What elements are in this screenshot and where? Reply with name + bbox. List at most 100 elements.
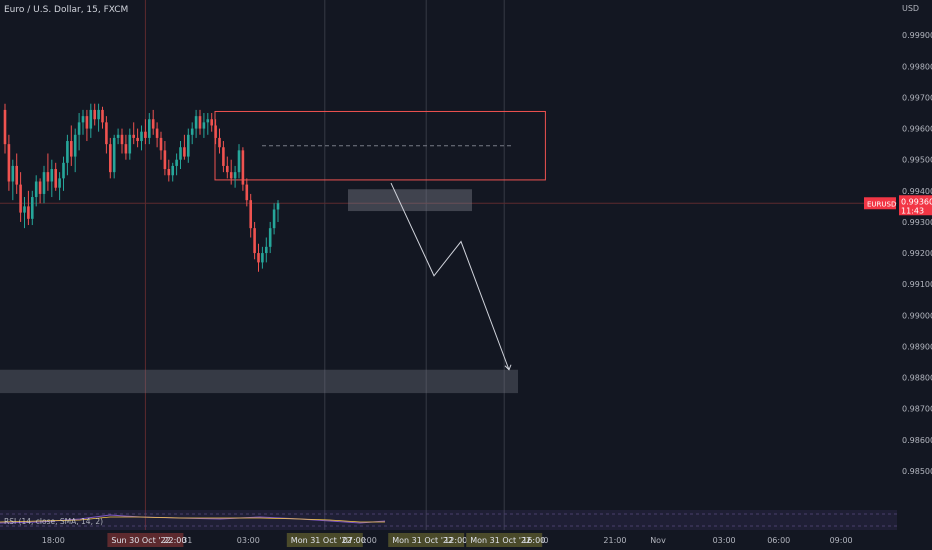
chart-title: Euro / U.S. Dollar, 15, FXCM [4,5,129,15]
candle-body[interactable] [183,147,186,157]
candle-body[interactable] [241,150,245,185]
candle-body[interactable] [85,116,89,129]
candle-body[interactable] [272,209,276,229]
candle-body[interactable] [23,206,26,213]
candle-body[interactable] [155,128,159,138]
candle-body[interactable] [261,253,264,263]
rsi-pane[interactable] [0,510,897,530]
candle-body[interactable] [257,253,260,263]
supply-zone[interactable] [348,189,472,212]
candle-body[interactable] [34,181,38,198]
candle-body[interactable] [70,141,73,157]
price-tick-label: 0.99700 [902,93,932,102]
time-highlight [107,533,184,547]
candle-body[interactable] [50,169,54,182]
price-tick-label: 0.98900 [902,342,932,351]
price-tick-label: 0.99500 [902,156,932,165]
candle-body[interactable] [222,147,225,166]
candle-body[interactable] [226,165,229,173]
price-tick-label: 0.99900 [902,31,932,40]
candle-body[interactable] [42,172,46,194]
candle-body[interactable] [116,134,120,138]
last-price-tag[interactable] [899,195,932,216]
candle-body[interactable] [66,141,69,163]
candle-body[interactable] [214,125,217,138]
candle-body[interactable] [179,147,182,160]
price-tick-label: 0.99800 [902,62,932,71]
candle-body[interactable] [19,184,22,213]
time-axis[interactable] [0,531,932,550]
candle-body[interactable] [206,119,210,123]
symbol-price-tag[interactable] [864,197,896,210]
time-highlight-sub: 07:00 [343,536,366,545]
candle-body[interactable] [109,144,112,173]
candle-body[interactable] [229,172,233,179]
candle-body[interactable] [7,144,11,182]
rsi-indicator-label[interactable]: RSI (14, close, SMA, 14, 2) [4,517,104,526]
candle-body[interactable] [194,116,198,129]
candle-body[interactable] [31,197,34,219]
candle-body[interactable] [62,162,65,179]
last-price-label: 0.99360 [901,197,932,206]
candle-body[interactable] [140,131,143,142]
candle-body[interactable] [81,116,85,123]
projection-arrowhead [504,364,512,371]
candle-body[interactable] [253,228,256,254]
candle-body[interactable] [187,134,190,157]
candle-body[interactable] [237,150,241,173]
candle-body[interactable] [144,131,147,138]
candle-body[interactable] [120,134,124,145]
candle-body[interactable] [190,128,194,135]
candle-body[interactable] [175,159,178,166]
candle-body[interactable] [73,134,77,157]
candle-body[interactable] [268,228,272,247]
candle-body[interactable] [105,122,108,145]
price-tick-label: 0.98700 [902,405,932,414]
candle-body[interactable] [112,137,116,173]
candle-body[interactable] [128,134,132,154]
candle-body[interactable] [101,109,104,123]
candle-body[interactable] [3,109,7,145]
candle-body[interactable] [218,137,221,148]
candle-body[interactable] [124,144,128,154]
time-highlight [388,533,465,547]
candle-body[interactable] [58,178,61,188]
candle-body[interactable] [11,165,15,182]
candle-body[interactable] [163,150,167,170]
candle-body[interactable] [210,119,213,126]
time-highlight-label: Mon 31 Oct '22 [392,536,453,545]
price-axis[interactable] [897,0,932,550]
candle-body[interactable] [77,122,81,135]
projection-path[interactable] [390,182,510,370]
target-zone[interactable] [0,369,518,394]
candle-body[interactable] [233,172,237,179]
time-highlight-sub: 22:00 [163,536,186,545]
candle-body[interactable] [46,172,50,182]
candle-body[interactable] [93,109,96,120]
candle-body[interactable] [265,246,268,254]
price-tick-label: 0.99300 [902,218,932,227]
candle-body[interactable] [151,119,155,129]
candle-body[interactable] [89,109,93,129]
candle-body[interactable] [171,165,174,176]
candle-body[interactable] [167,169,171,176]
candle-body[interactable] [27,206,30,219]
candle-body[interactable] [15,165,18,185]
candle-body[interactable] [148,119,151,138]
candle-body[interactable] [38,181,42,194]
rsi-line [0,514,386,524]
candle-body[interactable] [136,137,139,142]
time-highlight-sub: 12:00 [444,536,467,545]
candle-body[interactable] [132,134,135,138]
resistance-zone[interactable] [214,110,546,181]
candle-body[interactable] [249,200,252,229]
candle-body[interactable] [54,169,57,188]
candle-body[interactable] [202,122,206,129]
candle-body[interactable] [198,116,202,129]
candle-body[interactable] [97,109,100,120]
price-tick-label: 0.98800 [902,374,932,383]
candle-body[interactable] [245,184,249,201]
candle-body[interactable] [276,203,280,210]
candle-body[interactable] [159,137,163,151]
